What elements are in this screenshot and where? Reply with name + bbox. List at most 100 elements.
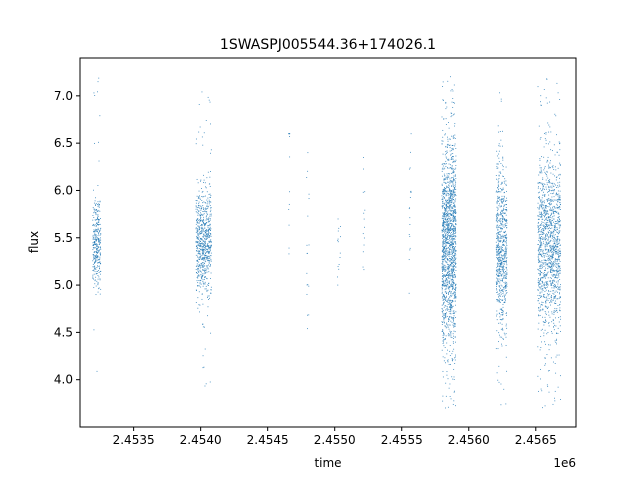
data-point — [501, 262, 503, 264]
data-point — [202, 247, 204, 249]
data-point — [501, 145, 503, 147]
data-point — [455, 230, 456, 232]
data-point — [451, 317, 453, 319]
data-point — [206, 215, 207, 217]
data-point — [538, 211, 540, 213]
data-point — [502, 258, 504, 260]
data-point — [542, 308, 544, 310]
data-point — [447, 265, 449, 267]
data-point — [538, 272, 540, 274]
data-point — [498, 332, 500, 334]
data-point — [452, 246, 454, 247]
data-point — [551, 255, 553, 257]
data-point — [446, 200, 448, 202]
data-point — [208, 183, 210, 185]
data-point — [454, 213, 456, 214]
data-point — [556, 228, 558, 230]
data-point — [450, 200, 452, 201]
data-point — [551, 225, 553, 227]
data-point — [550, 172, 552, 174]
data-point — [92, 236, 94, 238]
data-point — [95, 219, 97, 221]
data-point — [204, 243, 205, 245]
data-point — [446, 275, 448, 276]
data-point — [204, 240, 206, 242]
data-point — [452, 360, 453, 362]
data-point — [554, 296, 556, 298]
data-point — [543, 146, 545, 148]
data-point — [444, 258, 445, 260]
data-point — [454, 134, 456, 136]
data-point — [547, 160, 549, 162]
data-point — [498, 275, 500, 277]
data-point — [205, 268, 207, 270]
data-point — [452, 90, 454, 92]
chart-title: 1SWASPJ005544.36+174026.1 — [220, 37, 436, 53]
data-point — [199, 265, 201, 266]
data-point — [547, 177, 549, 179]
data-point — [199, 258, 201, 260]
data-point — [451, 252, 453, 254]
data-point — [553, 231, 555, 233]
data-point — [99, 200, 101, 202]
data-point — [444, 227, 446, 229]
data-point — [446, 157, 448, 159]
data-point — [204, 257, 206, 259]
data-point — [450, 220, 452, 222]
data-point — [546, 78, 547, 80]
data-point — [555, 115, 557, 117]
data-point — [453, 206, 455, 208]
data-point — [559, 248, 561, 250]
data-point — [555, 253, 557, 255]
data-point — [543, 200, 545, 202]
data-point — [196, 178, 198, 180]
data-point — [447, 213, 449, 215]
data-point — [549, 271, 551, 272]
data-point — [455, 223, 457, 224]
data-point — [504, 296, 505, 298]
data-point — [205, 208, 207, 210]
data-point — [545, 260, 547, 262]
data-point — [452, 144, 454, 146]
data-point — [449, 198, 451, 200]
data-point — [203, 235, 205, 237]
data-point — [441, 276, 443, 277]
data-point — [455, 294, 456, 296]
data-point — [547, 385, 549, 387]
data-point — [442, 303, 444, 305]
data-point — [547, 268, 549, 270]
data-point — [498, 186, 500, 187]
data-point — [497, 271, 499, 273]
data-point — [551, 231, 553, 233]
data-point — [98, 240, 99, 242]
data-point — [506, 219, 507, 221]
data-point — [96, 222, 98, 224]
data-point — [207, 289, 209, 291]
data-point — [560, 318, 562, 320]
data-point — [498, 381, 500, 383]
data-point — [210, 230, 211, 231]
data-point — [546, 219, 548, 221]
data-point — [537, 281, 539, 283]
data-point — [92, 266, 94, 268]
data-point — [505, 333, 507, 335]
data-point — [209, 229, 210, 230]
data-point — [505, 248, 507, 250]
data-point — [545, 97, 547, 99]
data-point — [539, 249, 541, 250]
data-point — [546, 233, 547, 235]
data-point — [453, 292, 455, 294]
data-point — [545, 173, 546, 175]
data-point — [100, 241, 101, 243]
data-point — [206, 238, 208, 240]
data-point — [554, 113, 556, 115]
data-point — [442, 204, 444, 206]
data-point — [93, 244, 94, 246]
data-point — [450, 167, 451, 169]
data-point — [288, 253, 290, 255]
data-point — [546, 175, 548, 177]
data-point — [449, 173, 450, 175]
data-point — [449, 209, 451, 211]
data-point — [453, 252, 455, 254]
